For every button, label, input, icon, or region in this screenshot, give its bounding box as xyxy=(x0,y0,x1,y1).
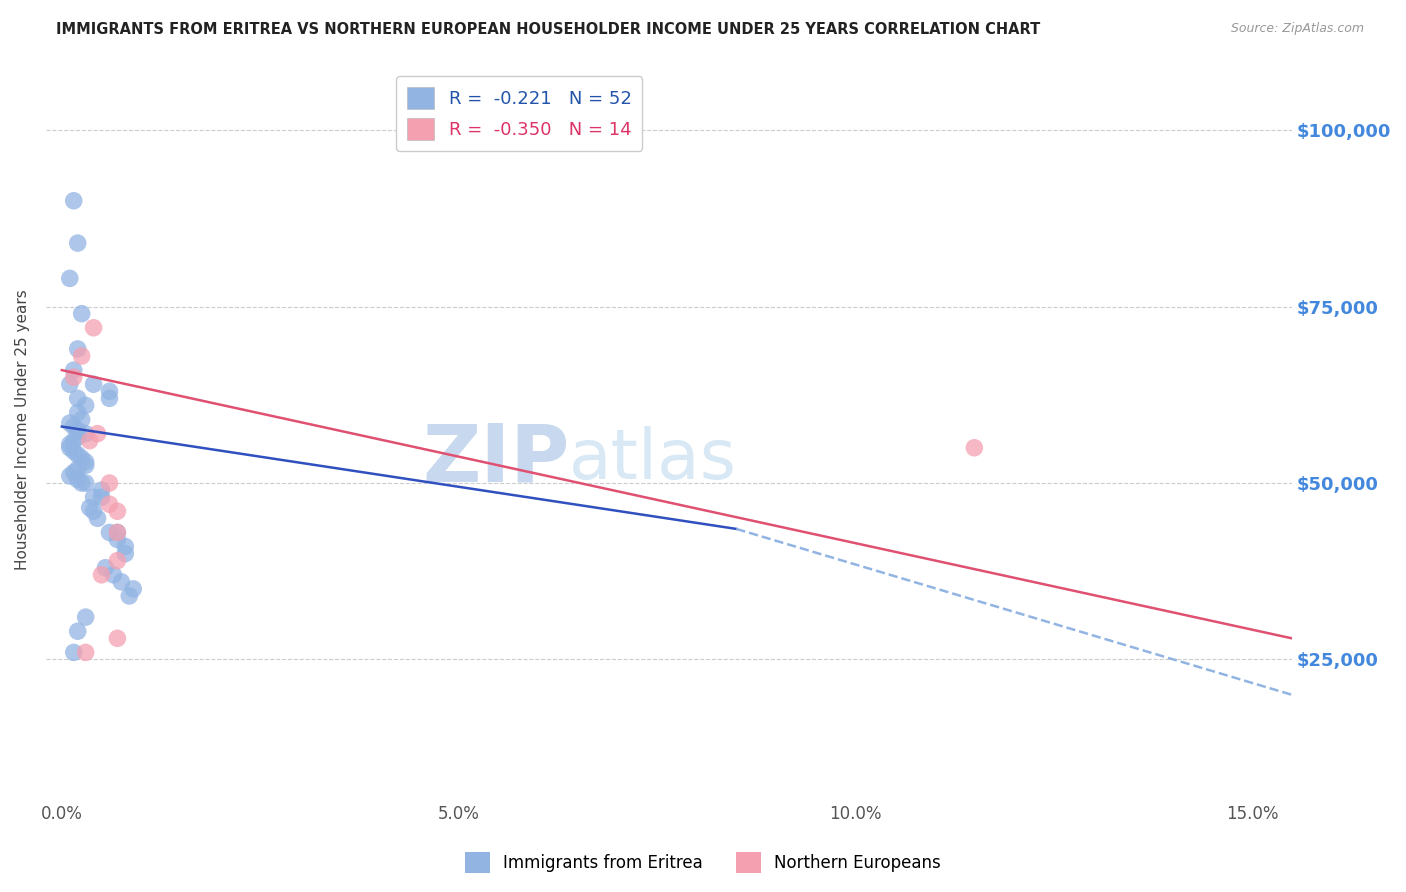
Point xyxy=(83,490,105,504)
Point xyxy=(118,589,141,603)
Point xyxy=(62,419,84,434)
Point xyxy=(59,441,82,455)
Point xyxy=(83,320,105,334)
Point xyxy=(105,504,128,518)
Point xyxy=(98,476,121,491)
Point xyxy=(66,423,89,437)
Point xyxy=(75,610,97,624)
Y-axis label: Householder Income Under 25 years: Householder Income Under 25 years xyxy=(15,290,30,571)
Point xyxy=(98,525,121,540)
Point xyxy=(70,451,93,466)
Point xyxy=(75,458,97,473)
Point xyxy=(59,377,82,392)
Point xyxy=(70,307,93,321)
Legend: Immigrants from Eritrea, Northern Europeans: Immigrants from Eritrea, Northern Europe… xyxy=(458,846,948,880)
Point xyxy=(66,342,89,356)
Point xyxy=(105,525,128,540)
Point xyxy=(105,533,128,547)
Point xyxy=(90,567,112,582)
Point xyxy=(59,469,82,483)
Point xyxy=(105,554,128,568)
Point xyxy=(66,405,89,419)
Point xyxy=(66,462,89,476)
Point xyxy=(59,416,82,430)
Point xyxy=(79,500,101,515)
Point xyxy=(66,624,89,639)
Point xyxy=(66,236,89,251)
Point xyxy=(90,490,112,504)
Point xyxy=(86,511,108,525)
Point xyxy=(114,547,136,561)
Point xyxy=(70,412,93,426)
Point xyxy=(105,632,128,646)
Point xyxy=(122,582,145,596)
Point xyxy=(75,645,97,659)
Point xyxy=(75,426,97,441)
Text: atlas: atlas xyxy=(569,426,737,493)
Point xyxy=(62,434,84,448)
Point xyxy=(75,398,97,412)
Point xyxy=(963,441,986,455)
Point xyxy=(66,448,89,462)
Point xyxy=(62,370,84,384)
Text: IMMIGRANTS FROM ERITREA VS NORTHERN EUROPEAN HOUSEHOLDER INCOME UNDER 25 YEARS C: IMMIGRANTS FROM ERITREA VS NORTHERN EURO… xyxy=(56,22,1040,37)
Point xyxy=(103,567,125,582)
Point xyxy=(98,392,121,406)
Point xyxy=(62,194,84,208)
Point xyxy=(66,430,89,444)
Point xyxy=(86,426,108,441)
Point xyxy=(66,473,89,487)
Point xyxy=(59,437,82,451)
Point xyxy=(110,574,132,589)
Point xyxy=(59,271,82,285)
Point xyxy=(79,434,101,448)
Point xyxy=(62,444,84,458)
Legend: R =  -0.221   N = 52, R =  -0.350   N = 14: R = -0.221 N = 52, R = -0.350 N = 14 xyxy=(396,76,643,151)
Point xyxy=(98,384,121,399)
Point xyxy=(62,645,84,659)
Point xyxy=(62,363,84,377)
Point xyxy=(83,504,105,518)
Point xyxy=(75,476,97,491)
Point xyxy=(98,497,121,511)
Point xyxy=(114,540,136,554)
Point xyxy=(66,392,89,406)
Point xyxy=(90,483,112,497)
Point xyxy=(105,525,128,540)
Text: ZIP: ZIP xyxy=(422,421,569,499)
Point xyxy=(70,476,93,491)
Point xyxy=(75,455,97,469)
Text: Source: ZipAtlas.com: Source: ZipAtlas.com xyxy=(1230,22,1364,36)
Point xyxy=(94,560,117,574)
Point xyxy=(70,349,93,363)
Point xyxy=(62,466,84,480)
Point xyxy=(83,377,105,392)
